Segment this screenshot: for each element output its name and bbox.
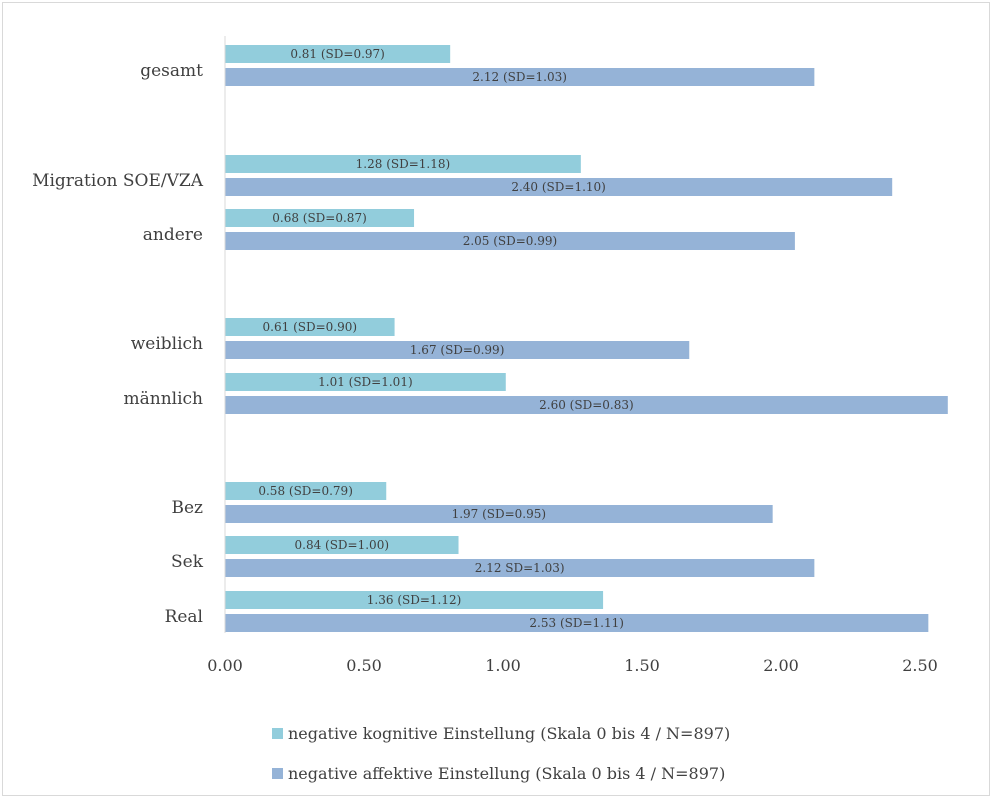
x-tick-label-0: 0.00 (207, 656, 243, 675)
bar-affective-real (225, 614, 929, 632)
bar-label-cognitive-weiblich: 0.61 (SD=0.90) (263, 320, 358, 334)
category-label-m-nnlich: männlich (124, 389, 204, 409)
x-tick-label-1: 0.50 (346, 656, 382, 675)
legend-item-cognitive: negative kognitive Einstellung (Skala 0 … (272, 724, 730, 743)
category-label-andere: andere (143, 225, 203, 245)
bar-affective-sek (225, 559, 815, 577)
bar-label-affective-weiblich: 1.67 (SD=0.99) (410, 343, 505, 357)
bar-cognitive-real (225, 591, 604, 609)
category-label-real: Real (165, 607, 203, 627)
bar-cognitive-andere (225, 209, 415, 227)
bar-label-cognitive-gesamt: 0.81 (SD=0.97) (290, 47, 385, 61)
bar-label-cognitive-bez: 0.58 (SD=0.79) (258, 484, 353, 498)
x-tick-label-2: 1.00 (485, 656, 521, 675)
legend-swatch-affective (272, 768, 283, 779)
bar-cognitive-bez (225, 482, 387, 500)
legend-swatch-cognitive (272, 728, 283, 739)
legend-label-affective: negative affektive Einstellung (Skala 0 … (288, 764, 726, 783)
bar-label-affective-migration-soe-vza: 2.40 (SD=1.10) (511, 180, 606, 194)
bar-affective-weiblich (225, 341, 690, 359)
bar-affective-andere (225, 232, 795, 250)
x-tick-label-5: 2.50 (902, 656, 938, 675)
bar-affective-bez (225, 505, 773, 523)
bar-cognitive-gesamt (225, 45, 451, 63)
bar-affective-m-nnlich (225, 396, 948, 414)
bar-label-affective-bez: 1.97 (SD=0.95) (452, 507, 547, 521)
legend-item-affective: negative affektive Einstellung (Skala 0 … (272, 764, 725, 783)
bar-cognitive-weiblich (225, 318, 395, 336)
bar-label-cognitive-migration-soe-vza: 1.28 (SD=1.18) (356, 157, 451, 171)
x-axis-ticks: 0.00 0.50 1.00 1.50 2.00 2.50 (207, 656, 938, 675)
bar-value-labels: 0.81 (SD=0.97) 2.12 (SD=1.03) 1.28 (SD=1.1… (258, 47, 633, 630)
x-tick-label-3: 1.50 (624, 656, 660, 675)
bar-label-cognitive-real: 1.36 (SD=1.12) (367, 593, 462, 607)
bar-cognitive-sek (225, 536, 459, 554)
bar-label-affective-m-nnlich: 2.60 (SD=0.83) (539, 398, 634, 412)
bar-label-cognitive-sek: 0.84 (SD=1.00) (295, 538, 390, 552)
bar-cognitive-m-nnlich (225, 373, 506, 391)
bar-label-affective-sek: 2.12 SD=1.03) (475, 561, 565, 575)
bar-affective-migration-soe-vza (225, 178, 893, 196)
bar-label-affective-real: 2.53 (SD=1.11) (529, 616, 624, 630)
bar-label-affective-gesamt: 2.12 (SD=1.03) (472, 70, 567, 84)
category-labels: gesamt Migration SOE/VZA andere weiblich män… (32, 61, 204, 627)
x-tick-label-4: 2.00 (763, 656, 799, 675)
bars-group (225, 45, 948, 632)
category-label-bez: Bez (171, 498, 203, 518)
bar-label-cognitive-andere: 0.68 (SD=0.87) (272, 211, 367, 225)
category-label-weiblich: weiblich (131, 334, 203, 354)
bar-label-cognitive-m-nnlich: 1.01 (SD=1.01) (318, 375, 413, 389)
category-label-sek: Sek (171, 552, 204, 572)
category-label-migration-soe-vza: Migration SOE/VZA (32, 171, 204, 191)
bar-cognitive-migration-soe-vza (225, 155, 581, 173)
category-label-gesamt: gesamt (140, 61, 203, 81)
bar-affective-gesamt (225, 68, 815, 86)
bar-label-affective-andere: 2.05 (SD=0.99) (463, 234, 558, 248)
legend-label-cognitive: negative kognitive Einstellung (Skala 0 … (288, 724, 731, 743)
